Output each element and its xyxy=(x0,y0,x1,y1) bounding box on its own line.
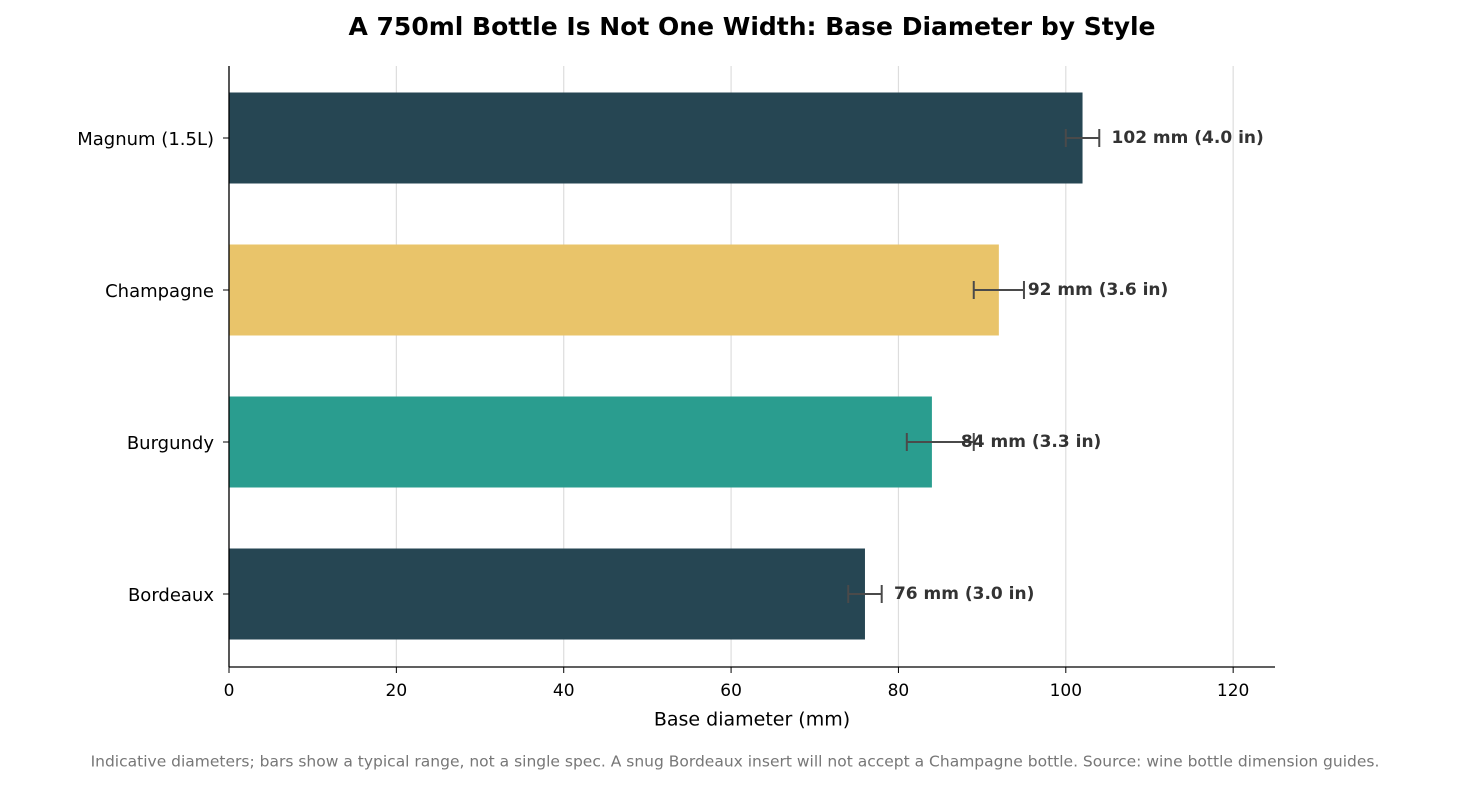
x-tick-label: 0 xyxy=(224,681,235,701)
bar xyxy=(229,92,1083,184)
x-axis-label: Base diameter (mm) xyxy=(654,709,850,731)
x-tick-label: 120 xyxy=(1217,681,1249,701)
value-label: 76 mm (3.0 in) xyxy=(894,584,1034,604)
x-tick-label: 60 xyxy=(720,681,742,701)
y-tick-label: Magnum (1.5L) xyxy=(77,129,214,150)
x-tick-label: 40 xyxy=(553,681,575,701)
chart-title: A 750ml Bottle Is Not One Width: Base Di… xyxy=(348,12,1155,41)
x-tick-label: 20 xyxy=(386,681,408,701)
error-bar xyxy=(972,281,1025,299)
bar xyxy=(229,244,999,336)
value-label: 102 mm (4.0 in) xyxy=(1112,128,1264,148)
y-tick-label: Bordeaux xyxy=(128,585,214,606)
error-bar xyxy=(905,433,975,451)
footnote: Indicative diameters; bars show a typica… xyxy=(91,753,1380,771)
bar xyxy=(229,396,932,488)
x-tick-label: 100 xyxy=(1050,681,1082,701)
error-bar xyxy=(847,585,883,603)
y-tick-label: Champagne xyxy=(105,281,214,302)
error-bar xyxy=(1064,129,1101,147)
value-label: 84 mm (3.3 in) xyxy=(961,432,1101,452)
bar xyxy=(229,548,865,640)
y-tick-label: Burgundy xyxy=(127,433,215,454)
x-tick-label: 80 xyxy=(888,681,910,701)
value-label: 92 mm (3.6 in) xyxy=(1028,280,1168,300)
